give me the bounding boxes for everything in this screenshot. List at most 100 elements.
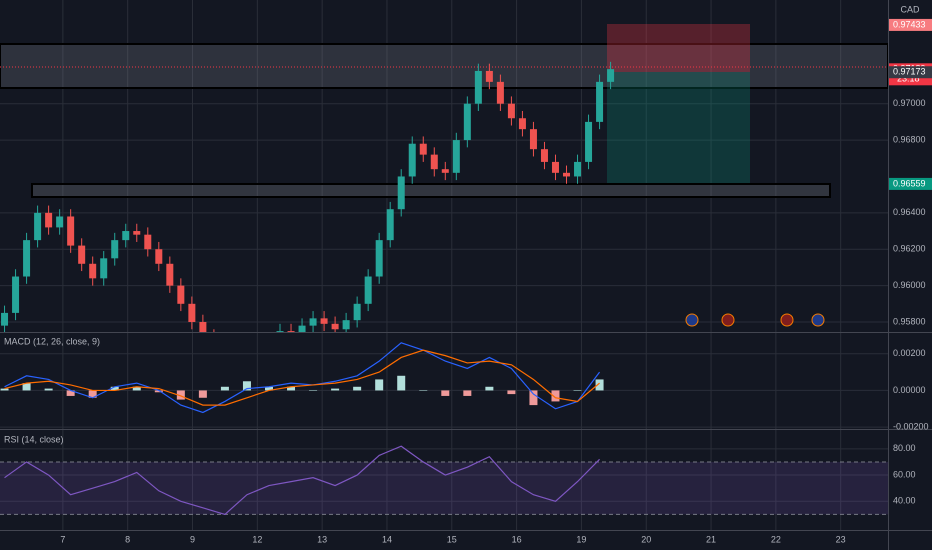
candle-body xyxy=(45,212,53,228)
candle-body xyxy=(596,81,604,122)
zone xyxy=(31,183,831,198)
currency: CAD xyxy=(900,4,920,14)
candle-body xyxy=(111,240,119,259)
candle-body xyxy=(397,176,405,210)
y-tick-label: 0.96200 xyxy=(893,244,926,254)
candle-body xyxy=(485,70,493,82)
price-tag xyxy=(889,18,932,31)
x-tick-label: 9 xyxy=(190,534,195,544)
candle-body xyxy=(298,325,306,332)
y-tick-label: 0.96400 xyxy=(893,207,926,217)
histogram-bar xyxy=(309,390,318,391)
panel-title: RSI (14, close) xyxy=(4,434,64,444)
histogram-bar xyxy=(44,388,53,391)
x-tick-label: 13 xyxy=(317,534,327,544)
candle-body xyxy=(1,312,9,326)
x-tick-label: 19 xyxy=(576,534,586,544)
histogram-bar xyxy=(507,390,516,395)
y-tick-label: 80.00 xyxy=(893,443,916,453)
candle-body xyxy=(56,216,64,228)
candle-body xyxy=(518,118,526,130)
candle-body xyxy=(309,318,317,326)
countdown: 23:18 xyxy=(897,74,920,84)
candle-body xyxy=(529,129,537,150)
candle-body xyxy=(430,154,438,170)
candle-body xyxy=(331,323,339,330)
y-tick-label: 0.96000 xyxy=(893,280,926,290)
candle-body xyxy=(320,318,328,324)
candle-body xyxy=(585,121,593,162)
y-tick-label: 0.97000 xyxy=(893,98,926,108)
price-tag-label: 0.97173 xyxy=(893,67,926,77)
y-tick-label: 0.00200 xyxy=(893,348,926,358)
candle-body xyxy=(386,209,394,241)
x-tick-label: 22 xyxy=(771,534,781,544)
y-tick-label: -0.00200 xyxy=(893,421,929,431)
price-tag xyxy=(889,177,932,190)
histogram-bar xyxy=(242,381,251,391)
candle-body xyxy=(122,231,130,241)
event-icon[interactable] xyxy=(811,313,825,327)
x-tick-label: 23 xyxy=(836,534,846,544)
event-icon[interactable] xyxy=(721,313,735,327)
histogram-bar xyxy=(287,386,296,391)
candle-body xyxy=(342,320,350,330)
rsi-band xyxy=(0,461,888,515)
y-tick-label: 60.00 xyxy=(893,469,916,479)
price-tag xyxy=(889,66,932,79)
candle-body xyxy=(199,321,207,332)
candle-body xyxy=(375,240,383,277)
panel xyxy=(0,445,888,516)
candle-body xyxy=(188,303,196,322)
histogram-bar xyxy=(198,390,207,398)
x-tick-label: 7 xyxy=(60,534,65,544)
zone xyxy=(0,43,889,89)
panel-title: MACD (12, 26, close, 9) xyxy=(4,336,100,346)
stop-area xyxy=(607,24,750,72)
candle-body xyxy=(419,143,427,155)
candle-body xyxy=(463,103,471,141)
histogram-bar xyxy=(397,375,406,391)
histogram-bar xyxy=(66,390,75,396)
histogram-bar xyxy=(573,390,582,391)
candle-body xyxy=(67,216,75,246)
candle-body xyxy=(496,81,504,104)
x-tick-label: 20 xyxy=(641,534,651,544)
event-icon[interactable] xyxy=(685,313,699,327)
histogram-bar xyxy=(485,386,494,391)
y-tick-label: 0.95800 xyxy=(893,316,926,326)
events[interactable] xyxy=(685,313,825,327)
histogram-bar xyxy=(375,379,384,391)
histogram-bar xyxy=(154,390,163,393)
candle-body xyxy=(540,149,548,162)
histogram-bar xyxy=(132,386,141,391)
target-area xyxy=(607,72,750,183)
candle-body xyxy=(551,161,559,173)
candle-body xyxy=(563,172,571,177)
x-tick-label: 14 xyxy=(382,534,392,544)
candle-body xyxy=(100,258,108,279)
price-tag-label: 0.97433 xyxy=(893,19,926,29)
candle-body xyxy=(89,263,97,279)
candle-body xyxy=(574,161,582,177)
candle-body xyxy=(287,331,295,332)
candle-body xyxy=(12,276,20,313)
candle-body xyxy=(408,143,416,177)
candle-body xyxy=(177,285,185,304)
candle-body xyxy=(353,303,361,321)
x-tick-label: 8 xyxy=(125,534,130,544)
candle-body xyxy=(607,69,615,82)
candle-body xyxy=(23,240,31,277)
candle-body xyxy=(441,169,449,173)
x-tick-label: 15 xyxy=(447,534,457,544)
candle-body xyxy=(155,249,163,264)
candle-body xyxy=(144,234,152,250)
histogram-bar xyxy=(353,386,362,391)
x-tick-label: 16 xyxy=(512,534,522,544)
event-icon[interactable] xyxy=(780,313,794,327)
histogram-bar xyxy=(419,390,428,391)
candle-body xyxy=(474,70,482,104)
histogram-bar xyxy=(220,386,229,391)
histogram-bar xyxy=(595,379,604,391)
